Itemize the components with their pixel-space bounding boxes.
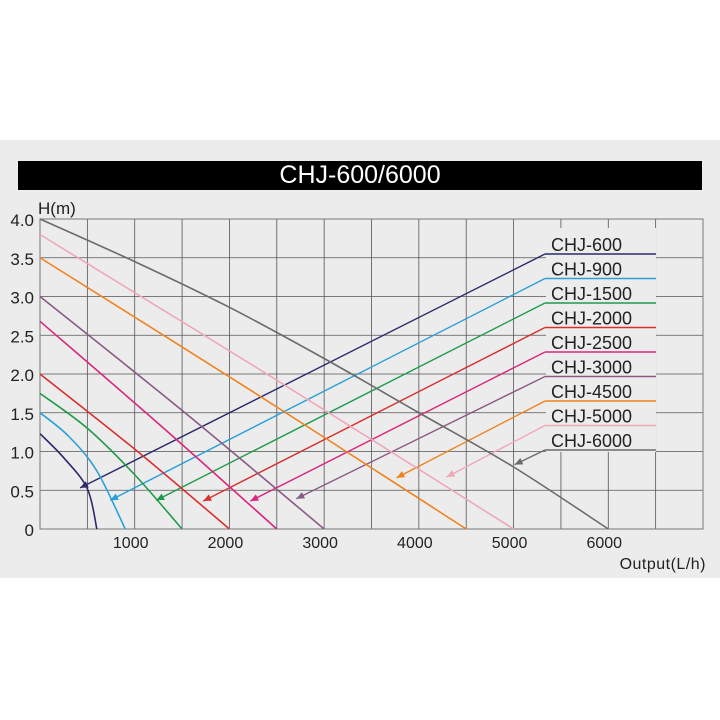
series-curve-chj-6000 — [39, 218, 609, 530]
arrowhead-icon — [110, 493, 119, 501]
series-curve-chj-3000 — [39, 295, 325, 530]
legend-leader-line — [396, 400, 546, 479]
series-curve-chj-2500 — [39, 320, 278, 530]
y-tick-label: 1.0 — [10, 444, 34, 463]
y-tick-label: 1.5 — [10, 405, 34, 424]
legend-label: CHJ-600 — [551, 235, 622, 255]
x-tick-label: 2000 — [208, 535, 244, 552]
legend-label: CHJ-6000 — [551, 431, 632, 451]
y-tick-label: 2.5 — [10, 327, 34, 346]
legend-leader-line — [79, 253, 546, 489]
series-curve-chj-900 — [39, 412, 126, 530]
series-curve-chj-5000 — [39, 233, 514, 530]
y-axis-label: H(m) — [38, 199, 76, 218]
x-tick-label: 1000 — [113, 535, 149, 552]
arrowhead-icon — [156, 493, 165, 501]
chart-title: CHJ-600/6000 — [18, 161, 702, 190]
x-tick-label: 6000 — [586, 535, 622, 552]
arrowhead-icon — [514, 458, 524, 465]
arrowhead-icon — [203, 494, 212, 502]
legend-label: CHJ-2500 — [551, 333, 632, 353]
y-tick-label: 2.0 — [10, 366, 34, 385]
x-tick-label: 5000 — [492, 535, 528, 552]
legend-label: CHJ-1500 — [551, 284, 632, 304]
y-tick-label: 4.0 — [10, 211, 34, 230]
x-tick-label: 4000 — [397, 535, 433, 552]
y-tick-label: 0 — [25, 521, 34, 540]
arrowhead-icon — [296, 492, 306, 499]
legend-leader-line — [446, 424, 546, 478]
legend-leader-line — [109, 277, 546, 501]
series-curve-chj-4500 — [39, 257, 467, 530]
legend-leader-line — [249, 351, 546, 502]
arrowhead-icon — [396, 471, 406, 478]
legend-background — [546, 228, 656, 452]
legend-leader-line — [295, 375, 546, 500]
x-tick-label: 3000 — [302, 535, 338, 552]
y-tick-label: 0.5 — [10, 482, 34, 501]
legend-label: CHJ-900 — [551, 260, 622, 280]
arrowhead-icon — [446, 470, 456, 478]
series-curve-chj-2000 — [39, 373, 230, 530]
legend-label: CHJ-5000 — [551, 407, 632, 427]
arrowhead-icon — [80, 481, 89, 488]
legend-leader-line — [155, 302, 546, 501]
series-curve-chj-1500 — [39, 392, 183, 530]
series-curve-chj-600 — [39, 433, 98, 530]
legend-label: CHJ-3000 — [551, 358, 632, 378]
legend-leader-line — [202, 326, 546, 502]
x-axis-label: Output(L/h) — [620, 556, 706, 573]
arrowhead-icon — [250, 494, 259, 502]
y-tick-label: 3.0 — [10, 289, 34, 308]
y-tick-label: 3.5 — [10, 250, 34, 269]
legend-label: CHJ-4500 — [551, 382, 632, 402]
legend-label: CHJ-2000 — [551, 309, 632, 329]
